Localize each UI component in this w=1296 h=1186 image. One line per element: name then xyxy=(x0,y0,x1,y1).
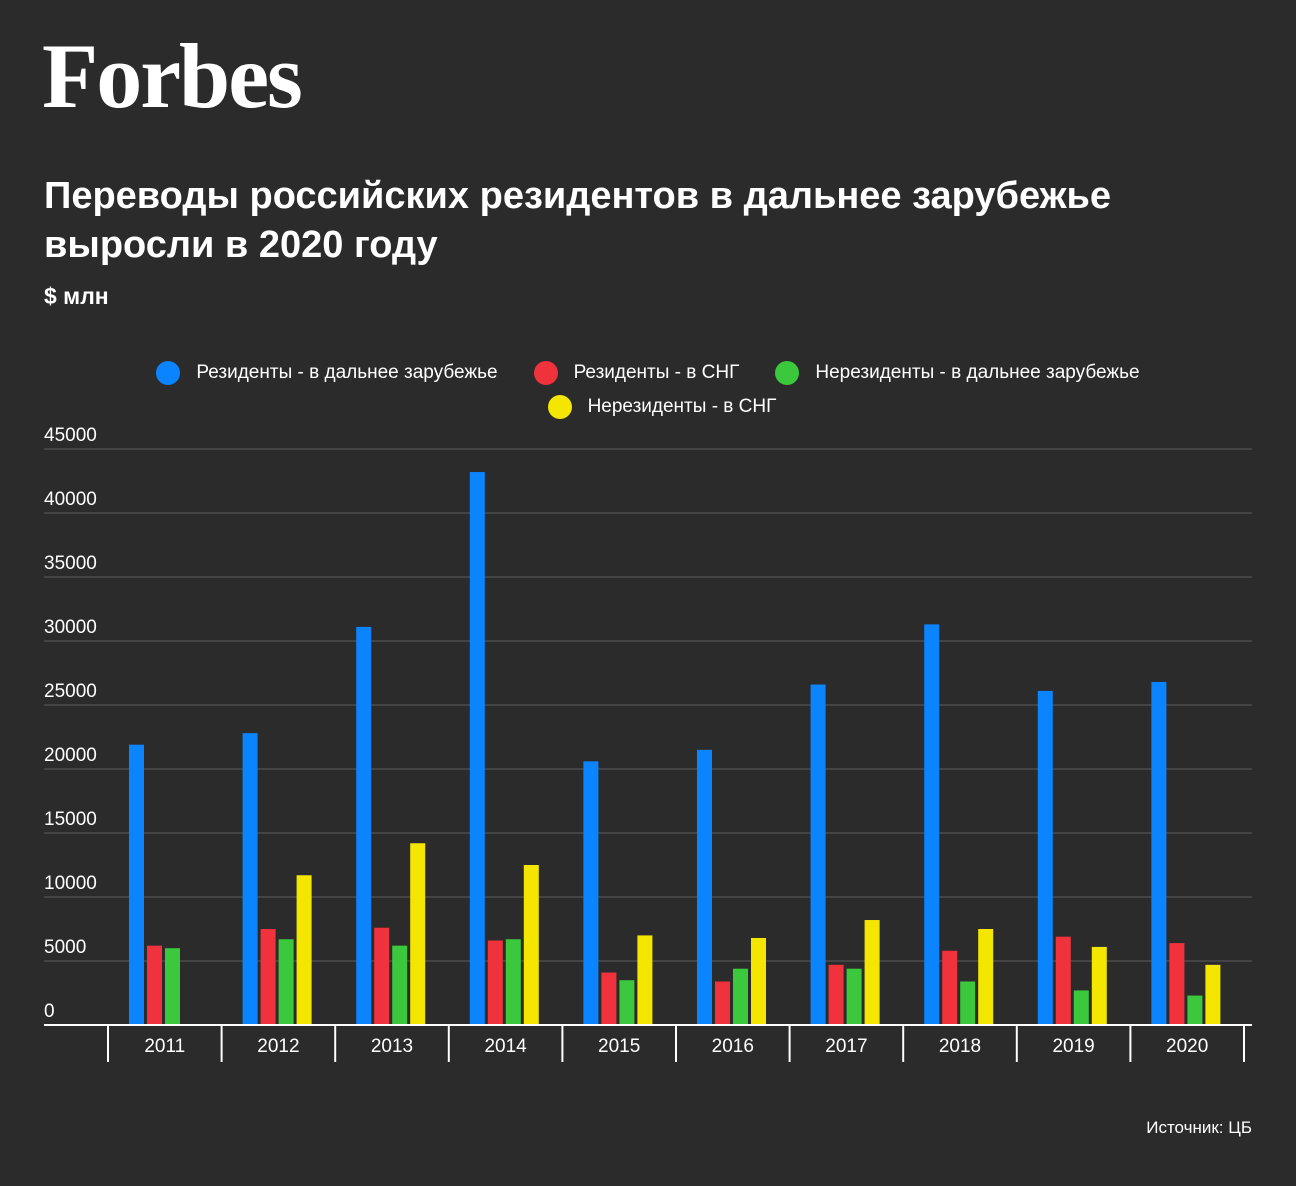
bar-2012-series-3 xyxy=(278,939,294,1025)
bar-2013-series-3 xyxy=(392,945,408,1025)
legend-item-nonresidents-cis: Нерезиденты - в СНГ xyxy=(547,395,777,419)
bar-2020-series-2 xyxy=(1169,943,1185,1025)
y-tick-label: 15000 xyxy=(44,809,97,830)
x-tick-label: 2013 xyxy=(371,1036,413,1057)
bar-2019-series-2 xyxy=(1055,936,1071,1025)
bars-layer xyxy=(129,472,1221,1025)
bar-2014-series-1 xyxy=(469,472,485,1025)
legend-dot-blue xyxy=(156,361,181,385)
legend-row-2: Нерезиденты - в СНГ xyxy=(0,390,1296,424)
x-tick-label: 2016 xyxy=(712,1036,754,1057)
bar-2016-series-3 xyxy=(733,968,748,1025)
bar-2018-series-3 xyxy=(960,981,976,1025)
x-tick-label: 2012 xyxy=(257,1036,299,1057)
legend-dot-green xyxy=(775,361,800,385)
bar-2011-series-3 xyxy=(165,948,180,1025)
y-tick-label: 40000 xyxy=(44,489,97,510)
y-tick-label: 5000 xyxy=(44,937,86,958)
chart-title-line-1: Переводы российских резидентов в дальнее… xyxy=(44,175,1112,217)
bar-2013-series-1 xyxy=(356,626,372,1025)
legend-label: Нерезиденты - в СНГ xyxy=(587,396,777,417)
bar-2014-series-4 xyxy=(523,865,539,1025)
x-tick-label: 2020 xyxy=(1166,1036,1208,1057)
unit-label: $ млн xyxy=(44,283,109,309)
bar-2020-series-4 xyxy=(1205,964,1221,1025)
bar-2017-series-1 xyxy=(810,684,826,1025)
bar-2017-series-4 xyxy=(864,920,880,1025)
bar-2013-series-2 xyxy=(374,927,390,1025)
chart-title: Переводы российских резидентов в дальнее… xyxy=(44,172,1224,270)
bar-2014-series-3 xyxy=(505,939,521,1025)
bar-2015-series-1 xyxy=(583,761,599,1025)
y-tick-label: 10000 xyxy=(44,873,97,894)
y-tick-label: 20000 xyxy=(44,745,97,766)
legend-dot-yellow xyxy=(547,395,572,419)
y-tick-label: 35000 xyxy=(44,553,97,574)
bar-2012-series-2 xyxy=(260,929,276,1025)
bar-2019-series-1 xyxy=(1037,690,1053,1025)
bar-chart: 0 5000 10000 15000 20000 25000 30000 35000 40000… xyxy=(44,425,1252,1062)
bar-2016-series-2 xyxy=(715,981,730,1025)
legend-item-residents-cis: Резиденты - в СНГ xyxy=(533,361,740,385)
y-tick-label: 30000 xyxy=(44,617,97,638)
bar-2019-series-3 xyxy=(1073,990,1089,1025)
bar-2014-series-2 xyxy=(487,940,503,1025)
legend-label: Резиденты - в СНГ xyxy=(573,362,740,383)
grid-layer: 0 5000 10000 15000 20000 25000 30000 35000 40000… xyxy=(44,425,1252,1022)
bar-2017-series-2 xyxy=(828,964,844,1025)
bar-2011-series-2 xyxy=(147,945,162,1025)
x-tick-label: 2017 xyxy=(825,1036,867,1057)
bar-2016-series-1 xyxy=(697,749,712,1025)
bar-2017-series-3 xyxy=(846,968,862,1025)
chart-legend: Резиденты - в дальнее зарубежье Резидент… xyxy=(0,356,1296,424)
bar-2020-series-1 xyxy=(1151,681,1167,1025)
bar-2012-series-1 xyxy=(242,733,258,1025)
bar-2018-series-1 xyxy=(924,624,940,1025)
bar-2015-series-3 xyxy=(619,980,635,1025)
x-tick-label: 2014 xyxy=(484,1036,527,1057)
legend-label: Нерезиденты - в дальнее зарубежье xyxy=(815,362,1140,383)
y-tick-label: 25000 xyxy=(44,681,97,702)
bar-2015-series-2 xyxy=(601,972,617,1025)
forbes-logo: Forbes xyxy=(42,25,303,127)
bar-2018-series-4 xyxy=(978,929,994,1025)
legend-label: Резиденты - в дальнее зарубежье xyxy=(196,362,498,383)
bar-2018-series-2 xyxy=(942,950,958,1025)
y-tick-label: 45000 xyxy=(44,425,97,446)
x-tick-label: 2015 xyxy=(598,1036,640,1057)
x-axis: 2011 2012 2013 2014 2015 2016 2017 2018 2019 2020 xyxy=(44,1024,1252,1062)
x-tick-label: 2018 xyxy=(939,1036,981,1057)
legend-item-residents-far-abroad: Резиденты - в дальнее зарубежье xyxy=(156,361,498,385)
x-tick-label: 2011 xyxy=(144,1036,185,1057)
bar-2016-series-4 xyxy=(751,937,766,1025)
bar-2011-series-1 xyxy=(129,744,144,1025)
legend-dot-red xyxy=(533,361,558,385)
bar-2019-series-4 xyxy=(1091,946,1107,1025)
legend-item-nonresidents-far-abroad: Нерезиденты - в дальнее зарубежье xyxy=(775,361,1140,385)
y-tick-label: 0 xyxy=(44,1001,55,1022)
legend-row-1: Резиденты - в дальнее зарубежье Резидент… xyxy=(0,356,1296,390)
source-note: Источник: ЦБ xyxy=(1146,1118,1252,1137)
bar-2015-series-4 xyxy=(637,935,653,1025)
bar-2012-series-4 xyxy=(296,875,312,1025)
bar-2020-series-3 xyxy=(1187,995,1203,1025)
chart-title-line-2: выросли в 2020 году xyxy=(44,224,438,266)
bar-2013-series-4 xyxy=(410,843,426,1025)
x-tick-label: 2019 xyxy=(1052,1036,1094,1057)
